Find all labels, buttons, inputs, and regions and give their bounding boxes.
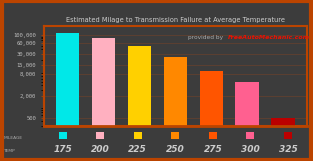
Text: 200: 200 <box>91 145 110 154</box>
Bar <box>200 71 223 161</box>
Text: provided by: provided by <box>188 35 225 40</box>
Text: MILEAGE: MILEAGE <box>3 137 22 140</box>
Bar <box>56 33 79 161</box>
Bar <box>271 118 295 161</box>
Text: 275: 275 <box>203 145 222 154</box>
Text: 225: 225 <box>128 145 147 154</box>
Bar <box>164 57 187 161</box>
Bar <box>92 38 115 161</box>
Text: 325: 325 <box>279 145 297 154</box>
Bar <box>235 82 259 161</box>
Text: FreeAutoMechanic.com: FreeAutoMechanic.com <box>228 35 310 40</box>
Bar <box>128 46 151 161</box>
Text: 175: 175 <box>53 145 72 154</box>
Text: 300: 300 <box>241 145 260 154</box>
Text: 250: 250 <box>166 145 185 154</box>
Title: Estimated Milage to Transmission Failure at Average Temperature: Estimated Milage to Transmission Failure… <box>66 17 285 23</box>
Text: TEMP: TEMP <box>3 149 15 153</box>
